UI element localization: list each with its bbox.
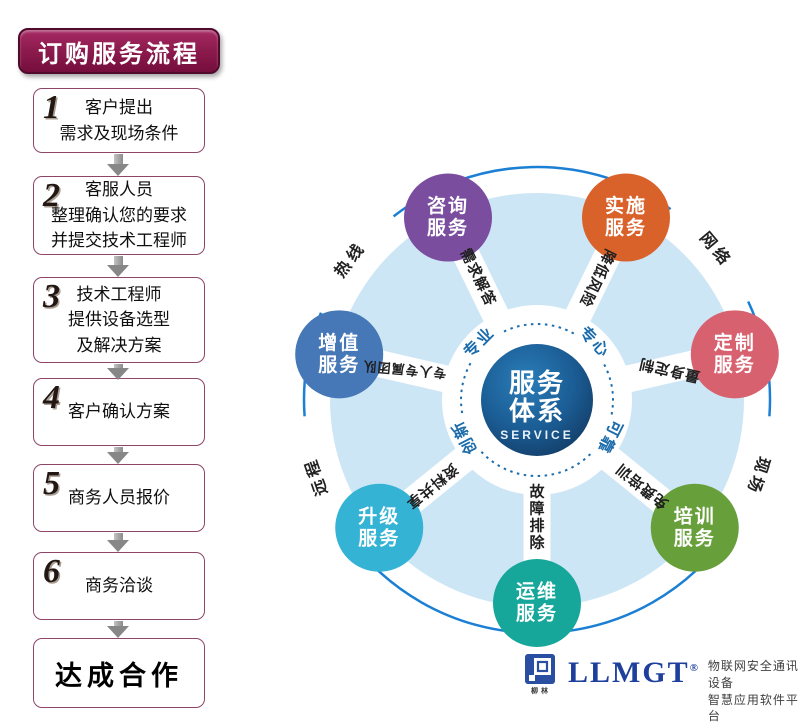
satellite-label: 服务 (714, 353, 756, 376)
dotted-ring-arc (480, 451, 594, 477)
step-text: 客户确认方案 (68, 402, 170, 422)
satellite-label: 运维 (516, 580, 558, 603)
flow-title: 订购服务流程 (18, 28, 220, 74)
flow-step-4: 4 客户确认方案 (33, 378, 205, 446)
outer-ring-word: 远程 (301, 454, 331, 498)
arrow-stem (113, 364, 123, 368)
outer-ring-word: 现场 (743, 454, 773, 498)
result-label: 达成合作 (55, 660, 183, 691)
logo-brand: LLMGT® (568, 656, 698, 689)
satellite-label: 服务 (516, 602, 558, 625)
arrow-head (107, 540, 129, 552)
down-arrow-icon (0, 447, 236, 464)
tagline-line2: 智慧应用软件平台 (707, 692, 799, 724)
center-title-line2: 体系 (509, 396, 565, 426)
step-text: 商务人员报价 (68, 488, 170, 508)
satellite-circle (295, 310, 384, 399)
spoke-label: 专人专属团队 (362, 358, 447, 380)
spoke-label: 障 (529, 500, 544, 518)
center-circle (481, 344, 593, 456)
step-text: 需求及现场条件 (59, 123, 179, 143)
step-text: 并提交技术工程师 (51, 231, 187, 251)
arrow-head (107, 452, 129, 464)
arrow-stem (113, 621, 123, 626)
down-arrow-icon (0, 154, 236, 176)
step-number: 3 (43, 278, 60, 315)
satellite-label: 咨询 (427, 194, 469, 217)
satellite-label: 服务 (605, 216, 647, 239)
flow-step-6: 6 商务洽谈 (33, 552, 205, 620)
satellite-circle (404, 173, 493, 262)
step-text: 及解决方案 (76, 335, 162, 355)
down-arrow-icon (0, 621, 236, 638)
satellite-label: 升级 (358, 504, 400, 527)
arrow-head (107, 164, 129, 176)
step-text: 提供设备选型 (68, 310, 170, 330)
arrow-stem (113, 256, 123, 265)
step-number: 4 (43, 379, 60, 416)
satellite-label: 定制 (714, 331, 756, 354)
arrow-stem (113, 154, 123, 164)
arrow-head (107, 368, 129, 380)
satellite-label: 实施 (605, 194, 647, 217)
step-number: 1 (43, 89, 60, 126)
outer-ring-word: 热线 (330, 237, 369, 280)
satellite-circle (690, 310, 779, 399)
satellite-circle (650, 483, 739, 572)
satellite-circle (581, 173, 670, 262)
satellite-label: 培训 (674, 504, 716, 527)
flow-step-3: 3 技术工程师提供设备选型 及解决方案 (33, 277, 205, 363)
step-text: 客服人员 (85, 180, 153, 200)
satellite-circle (493, 559, 581, 647)
spoke-label: 排 (529, 517, 544, 535)
arrow-head (107, 265, 129, 277)
satellite-label: 服务 (358, 526, 400, 549)
down-arrow-icon (0, 533, 236, 552)
logo-mark: 柳林 (524, 651, 558, 696)
dotted-ring-arc (499, 323, 575, 335)
satellite-label: 服务 (318, 353, 360, 376)
llmgt-logo-icon (525, 654, 555, 684)
flow-step-2: 2 客服人员整理确认您的要求 并提交技术工程师 (33, 176, 205, 255)
center-subtitle: SERVICE (500, 428, 573, 442)
result-box: 达成合作 (33, 638, 205, 708)
step-number: 5 (43, 465, 60, 502)
service-wheel: 服务体系SERVICE咨询服务需求解答实施服务降低风险定制服务量身定制增值服务专… (295, 165, 779, 647)
spoke-label: 除 (529, 534, 545, 552)
satellite-label: 服务 (674, 526, 716, 549)
step-number: 6 (43, 553, 60, 590)
satellite-label: 服务 (427, 216, 469, 239)
arrow-stem (113, 447, 123, 452)
logo-caption: 柳林 (531, 688, 551, 695)
satellite-circle (335, 483, 424, 572)
logo-tagline: 物联网安全通讯设备 智慧应用软件平台 (708, 658, 800, 725)
step-text: 技术工程师 (76, 284, 162, 304)
flow-step-5: 5 商务人员报价 (33, 464, 205, 532)
step-text: 商务洽谈 (85, 576, 153, 596)
down-arrow-icon (0, 256, 236, 277)
center-title-line1: 服务 (509, 368, 565, 398)
spoke-label: 故 (529, 483, 545, 501)
tagline-line1: 物联网安全通讯设备 (707, 659, 799, 690)
outer-ring-word: 网络 (696, 228, 736, 271)
llmgt-logo: 柳林 LLMGT® 物联网安全通讯设备 智慧应用软件平台 (524, 651, 800, 725)
arrow-stem (113, 533, 123, 540)
satellite-label: 增值 (318, 331, 360, 354)
step-text: 整理确认您的要求 (51, 205, 187, 225)
flow-step-1: 1 客户提出需求及现场条件 (33, 88, 205, 153)
step-text: 客户提出 (85, 98, 153, 117)
step-number: 2 (43, 177, 60, 214)
registered-mark: ® (689, 662, 698, 674)
down-arrow-icon (0, 364, 236, 380)
arrow-head (107, 626, 129, 638)
